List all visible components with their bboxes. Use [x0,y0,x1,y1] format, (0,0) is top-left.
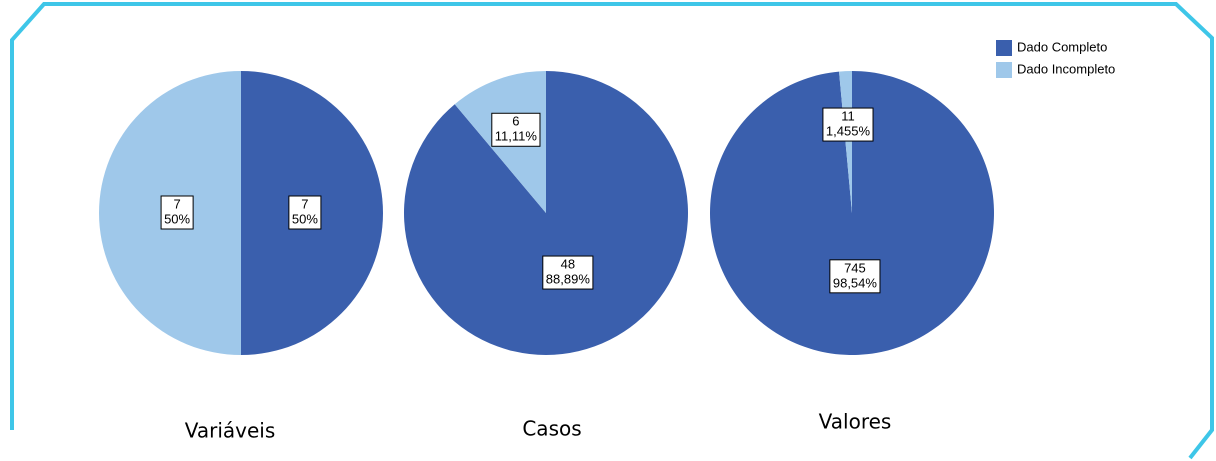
frame [10,2,1214,460]
pie-slice [839,71,852,213]
data-label-box [829,259,881,294]
data-label-percent: 98,54% [833,275,878,290]
data-label-percent: 1,455% [826,123,871,138]
data-label-percent: 50% [292,211,318,226]
data-label-box [491,112,541,147]
legend-swatch [996,62,1012,78]
data-label-box [822,107,874,142]
pie-slice [403,71,688,355]
data-label-count: 7 [173,196,180,211]
data-label-count: 11 [841,108,855,123]
data-label-count: 6 [512,114,519,129]
legend-swatch [996,40,1012,56]
data-label-box [542,255,594,290]
data-label-percent: 11,11% [495,129,538,144]
data-label-box [160,195,194,230]
legend-label: Dado Completo [1017,39,1107,54]
data-label-count: 48 [561,256,575,271]
data-label-box [288,195,322,230]
data-label-percent: 88,89% [546,271,591,286]
pie-title: Casos [522,417,581,441]
pie-title: Variáveis [185,419,276,443]
data-label-count: 745 [844,260,866,275]
data-label-count: 7 [301,196,308,211]
data-label-percent: 50% [164,211,190,226]
pie-title: Valores [819,410,892,434]
legend-label: Dado Incompleto [1017,61,1115,76]
